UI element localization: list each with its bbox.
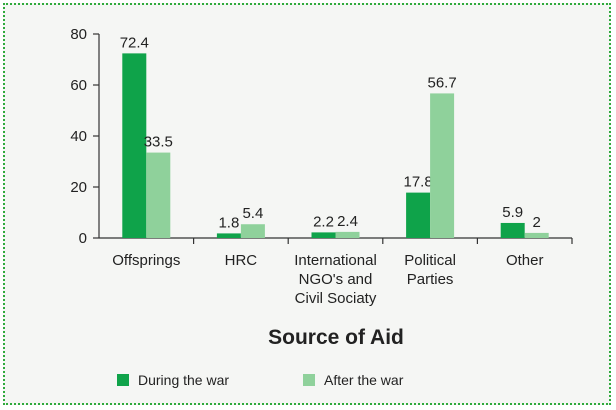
y-tick-label: 80 xyxy=(70,26,87,43)
bar-after-war xyxy=(146,152,171,238)
bar-after-war xyxy=(430,93,455,238)
data-label: 33.5 xyxy=(144,134,173,151)
data-label: 5.9 xyxy=(502,204,523,221)
bar-after-war xyxy=(524,232,549,238)
legend-label: During the war xyxy=(138,372,229,388)
y-tick-label: 0 xyxy=(79,230,87,247)
bar-after-war xyxy=(335,231,360,238)
x-category-label: Offsprings xyxy=(112,252,180,269)
x-category-label: NGO's and xyxy=(299,271,373,288)
x-category-label: Parties xyxy=(407,271,454,288)
legend-label: After the war xyxy=(324,372,404,388)
bar-during-war xyxy=(122,53,147,238)
data-label: 56.7 xyxy=(427,74,456,91)
y-tick-label: 60 xyxy=(70,77,87,94)
y-tick-label: 40 xyxy=(70,128,87,145)
x-category-label: International xyxy=(294,252,377,269)
data-label: 17.8 xyxy=(403,174,432,191)
x-category-label: Civil Sociaty xyxy=(295,290,377,307)
bar-during-war xyxy=(311,232,336,238)
bar-after-war xyxy=(240,224,265,238)
data-label: 2.4 xyxy=(337,213,358,230)
data-label: 1.8 xyxy=(218,214,239,231)
bar-during-war xyxy=(406,192,431,238)
legend-swatch-after-war xyxy=(303,374,315,386)
bar-during-war xyxy=(500,222,525,238)
x-category-label: Political xyxy=(404,252,456,269)
bar-during-war xyxy=(216,233,241,238)
data-label: 72.4 xyxy=(120,34,149,51)
data-label: 2 xyxy=(533,214,541,231)
y-tick-label: 20 xyxy=(70,179,87,196)
data-label: 2.2 xyxy=(313,213,334,230)
legend-swatch-during-war xyxy=(117,374,129,386)
x-axis-title: Source of Aid xyxy=(268,326,404,349)
data-label: 5.4 xyxy=(242,205,263,222)
chart-frame xyxy=(3,3,611,405)
x-category-label: Other xyxy=(506,252,544,269)
x-category-label: HRC xyxy=(225,252,258,269)
